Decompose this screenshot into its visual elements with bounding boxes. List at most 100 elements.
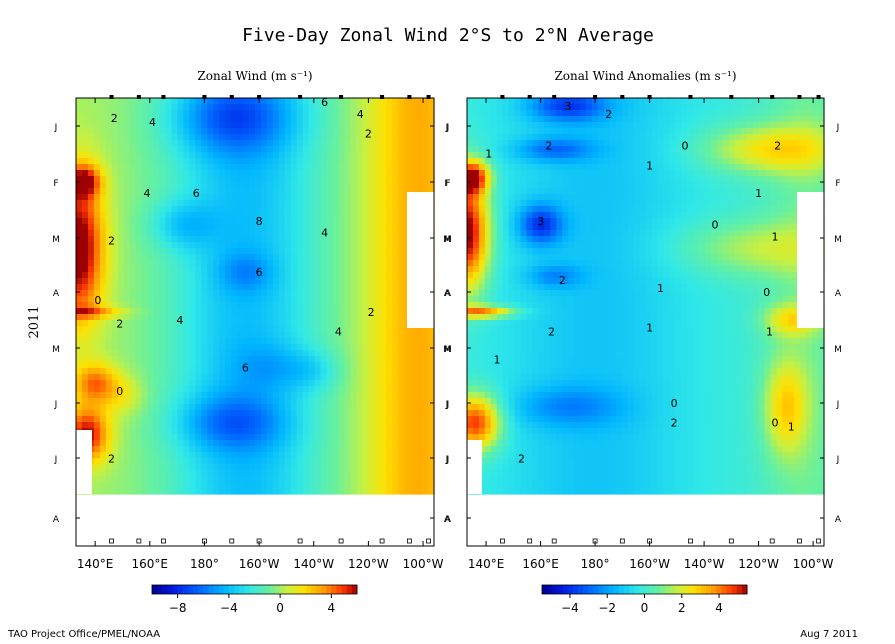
heatmap-cell: [296, 428, 304, 435]
heatmap-cell: [99, 140, 107, 147]
heatmap-cell: [278, 152, 286, 159]
heatmap-cell: [278, 242, 286, 249]
heatmap-cell: [189, 446, 196, 453]
heatmap-cell: [362, 296, 369, 303]
heatmap-cell: [526, 386, 534, 393]
x-tick-label: 180°: [190, 557, 219, 571]
heatmap-cell: [502, 320, 510, 327]
heatmap-cell: [296, 182, 304, 189]
heatmap-cell: [117, 422, 125, 429]
heatmap-cell: [386, 182, 393, 189]
heatmap-cell: [514, 308, 522, 315]
heatmap-cell: [249, 398, 256, 405]
heatmap-cell: [171, 332, 179, 339]
heatmap-cell: [538, 164, 545, 171]
heatmap-cell: [135, 140, 143, 147]
heatmap-cell: [356, 314, 363, 321]
heatmap-cell: [416, 176, 423, 183]
heatmap-cell: [147, 362, 155, 369]
heatmap-cell: [422, 482, 429, 489]
heatmap-cell: [117, 308, 125, 315]
heatmap-cell: [207, 392, 214, 399]
heatmap-cell: [111, 158, 119, 165]
heatmap-cell: [314, 380, 322, 387]
heatmap-cell: [302, 458, 310, 465]
heatmap-cell: [266, 416, 274, 423]
heatmap-cell: [266, 116, 274, 123]
heatmap-cell: [141, 302, 149, 309]
heatmap-cell: [520, 368, 528, 375]
heatmap-cell: [472, 386, 480, 393]
heatmap-cell: [496, 374, 504, 381]
heatmap-cell: [129, 428, 137, 435]
heatmap-cell: [490, 488, 498, 495]
heatmap-cell: [484, 200, 492, 207]
heatmap-cell: [87, 188, 95, 195]
heatmap-cell: [490, 248, 498, 255]
heatmap-cell: [147, 446, 155, 453]
heatmap-cell: [111, 284, 119, 291]
heatmap-cell: [410, 326, 417, 333]
heatmap-cell: [129, 122, 137, 129]
heatmap-cell: [99, 206, 107, 213]
heatmap-cell: [99, 398, 107, 405]
heatmap-cell: [532, 308, 539, 315]
heatmap-cell: [308, 242, 316, 249]
heatmap-cell: [302, 428, 310, 435]
heatmap-cell: [111, 458, 119, 465]
heatmap-cell: [165, 482, 173, 489]
heatmap-cell: [255, 260, 262, 267]
heatmap-cell: [496, 278, 504, 285]
heatmap-cell: [177, 194, 184, 201]
heatmap-cell: [532, 116, 539, 123]
heatmap-cell: [201, 482, 208, 489]
heatmap-cell: [502, 308, 510, 315]
heatmap-cell: [314, 266, 322, 273]
heatmap-cell: [344, 344, 352, 351]
heatmap-cell: [472, 320, 480, 327]
colorbar-segment: [223, 585, 230, 594]
colorbar-segment: [321, 585, 327, 594]
heatmap-cell: [237, 242, 244, 249]
heatmap-cell: [213, 476, 220, 483]
heatmap-cell: [296, 374, 304, 381]
heatmap-cell: [219, 314, 226, 321]
heatmap-cell: [105, 230, 113, 237]
heatmap-cell: [356, 350, 363, 357]
heatmap-cell: [272, 194, 280, 201]
heatmap-cell: [502, 332, 510, 339]
heatmap-cell: [183, 272, 190, 279]
heatmap-cell: [508, 158, 516, 165]
heatmap-cell: [484, 314, 492, 321]
heatmap-cell: [129, 266, 137, 273]
heatmap-cell: [302, 368, 310, 375]
heatmap-cell: [356, 110, 363, 117]
heatmap-cell: [538, 488, 545, 495]
heatmap-cell: [428, 164, 435, 171]
heatmap-cell: [183, 416, 190, 423]
heatmap-cell: [278, 302, 286, 309]
heatmap-cell: [362, 380, 369, 387]
heatmap-cell: [467, 152, 474, 159]
heatmap-cell: [338, 254, 346, 261]
heatmap-cell: [237, 326, 244, 333]
heatmap-cell: [290, 446, 298, 453]
heatmap-cell: [326, 296, 334, 303]
heatmap-cell: [177, 182, 184, 189]
heatmap-cell: [514, 350, 522, 357]
heatmap-cell: [538, 410, 545, 417]
heatmap-cell: [374, 146, 381, 153]
heatmap-cell: [467, 98, 474, 105]
heatmap-cell: [207, 374, 214, 381]
heatmap-cell: [213, 482, 220, 489]
heatmap-cell: [207, 332, 214, 339]
heatmap-cell: [374, 110, 381, 117]
colorbar-segment: [331, 585, 338, 594]
heatmap-cell: [117, 224, 125, 231]
heatmap-cell: [544, 194, 551, 201]
heatmap-cell: [320, 110, 328, 117]
heatmap-cell: [165, 464, 173, 471]
heatmap-cell: [237, 212, 244, 219]
heatmap-cell: [368, 380, 375, 387]
heatmap-cell: [117, 134, 125, 141]
